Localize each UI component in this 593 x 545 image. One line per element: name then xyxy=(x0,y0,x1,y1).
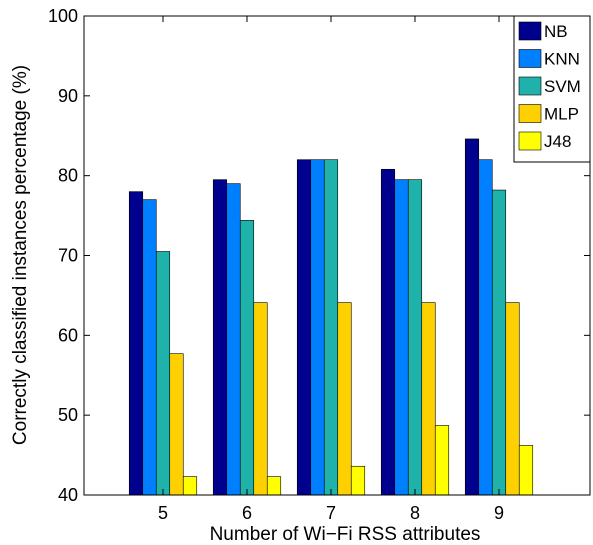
x-axis-label: Number of Wi−Fi RSS attributes xyxy=(210,524,481,545)
bars-group xyxy=(128,138,534,496)
x-tick-label: 9 xyxy=(494,503,504,523)
y-tick-label: 70 xyxy=(58,246,78,266)
bar-knn-8 xyxy=(394,179,409,496)
bar-nb-9 xyxy=(464,138,480,496)
bar-j48-8 xyxy=(434,425,450,496)
legend: NB KNN SVM MLP J48 xyxy=(513,15,591,163)
legend-label-j48: J48 xyxy=(544,132,571,151)
bar-knn-5 xyxy=(142,199,157,496)
bar-mlp-8 xyxy=(421,302,436,496)
y-axis: 40 50 60 70 80 90 100 xyxy=(48,6,590,505)
bar-knn-9 xyxy=(478,159,493,496)
y-tick-label: 80 xyxy=(58,166,78,186)
x-tick-label: 8 xyxy=(410,503,420,523)
y-tick-label: 40 xyxy=(58,485,78,505)
bar-mlp-6 xyxy=(253,302,268,496)
x-axis: 5 6 7 8 9 xyxy=(158,16,504,523)
bar-j48-7 xyxy=(350,465,366,496)
bar-nb-5 xyxy=(128,191,144,496)
bar-svm-7 xyxy=(323,159,339,496)
legend-label-mlp: MLP xyxy=(544,105,579,124)
y-tick-label: 50 xyxy=(58,405,78,425)
bar-svm-5 xyxy=(155,251,171,496)
bar-j48-6 xyxy=(266,476,282,496)
bar-knn-6 xyxy=(226,183,241,496)
bar-svm-8 xyxy=(407,179,423,496)
bar-mlp-9 xyxy=(505,302,520,496)
x-tick-label: 5 xyxy=(158,503,168,523)
x-tick-label: 7 xyxy=(326,503,336,523)
x-tick-label: 6 xyxy=(242,503,252,523)
bar-mlp-5 xyxy=(169,353,184,496)
bar-nb-6 xyxy=(212,179,228,496)
legend-label-svm: SVM xyxy=(544,77,581,96)
bar-svm-9 xyxy=(491,189,507,496)
y-tick-label: 90 xyxy=(58,86,78,106)
y-axis-label: Correctly classified instances percentag… xyxy=(10,65,31,445)
legend-swatch-j48 xyxy=(518,131,542,151)
bar-mlp-7 xyxy=(337,302,352,496)
bar-j48-5 xyxy=(182,476,198,496)
bar-j48-9 xyxy=(518,445,534,496)
legend-label-knn: KNN xyxy=(544,50,580,69)
bar-knn-7 xyxy=(310,159,325,496)
y-tick-label: 60 xyxy=(58,325,78,345)
legend-swatch-knn xyxy=(518,49,542,68)
legend-swatch-nb xyxy=(518,21,542,41)
bar-nb-8 xyxy=(380,168,396,496)
legend-label-nb: NB xyxy=(544,22,568,41)
bar-nb-7 xyxy=(296,159,312,496)
y-tick-label: 100 xyxy=(48,6,78,26)
legend-swatch-mlp xyxy=(518,104,542,123)
legend-swatch-svm xyxy=(518,76,542,96)
bar-svm-6 xyxy=(239,220,255,496)
